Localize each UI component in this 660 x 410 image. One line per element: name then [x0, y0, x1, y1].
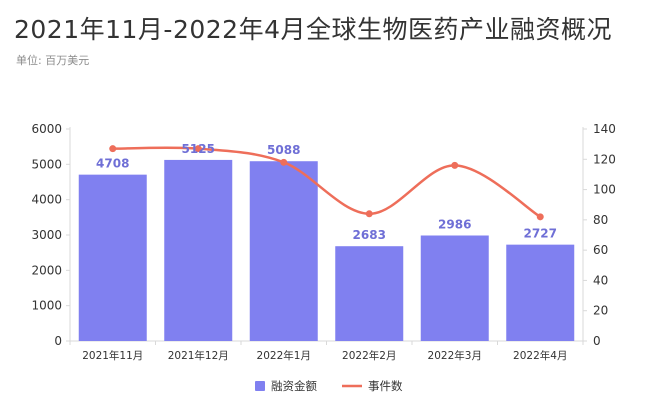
y-left-tick-label: 1000	[31, 299, 62, 313]
line-point	[451, 161, 459, 169]
bar-data-label: 5125	[182, 142, 215, 156]
y-left-tick-label: 3000	[31, 228, 62, 242]
y-left-tick-label: 0	[54, 334, 62, 348]
line-point	[536, 213, 544, 221]
series-line-events	[112, 146, 541, 218]
bar-data-label: 5088	[267, 143, 300, 157]
x-tick-label: 2022年3月	[428, 349, 482, 362]
y-right-tick-label: 40	[593, 273, 608, 287]
bar-data-label: 4708	[96, 157, 129, 171]
unit-label: 单位: 百万美元	[16, 54, 90, 67]
chart-title: 2021年11月-2022年4月全球生物医药产业融资概况	[14, 15, 612, 44]
line-point	[194, 145, 202, 153]
x-tick-label: 2021年12月	[168, 349, 229, 362]
bar-data-label: 2683	[353, 228, 386, 242]
y-right-tick-label: 60	[593, 243, 608, 257]
y-right-tick-label: 80	[593, 213, 608, 227]
legend-label-bar: 融资金额	[271, 379, 317, 393]
line-point	[109, 145, 117, 153]
legend-label-line: 事件数	[368, 379, 403, 393]
line-point	[280, 158, 288, 166]
y-right-tick-label: 120	[593, 152, 616, 166]
bar-data-label: 2727	[524, 227, 557, 241]
y-right-tick-label: 0	[593, 334, 601, 348]
bar	[164, 159, 233, 341]
bar	[420, 235, 489, 341]
x-tick-label: 2021年11月	[82, 349, 143, 362]
y-left-tick-label: 4000	[31, 193, 62, 207]
x-tick-label: 2022年4月	[513, 349, 567, 362]
line-point	[365, 210, 373, 218]
y-left-tick-label: 6000	[31, 122, 62, 136]
bar	[335, 246, 404, 341]
x-tick-label: 2022年2月	[342, 349, 396, 362]
x-tick-label: 2022年1月	[257, 349, 311, 362]
y-right-tick-label: 140	[593, 122, 616, 136]
y-right-tick-label: 100	[593, 183, 616, 197]
bar	[78, 174, 147, 341]
y-left-tick-label: 2000	[31, 263, 62, 277]
bar	[506, 244, 575, 341]
legend-swatch-bar	[255, 381, 265, 391]
bar	[249, 161, 318, 341]
bar-data-label: 2986	[438, 217, 471, 231]
y-left-tick-label: 5000	[31, 157, 62, 171]
y-right-tick-label: 20	[593, 304, 608, 318]
